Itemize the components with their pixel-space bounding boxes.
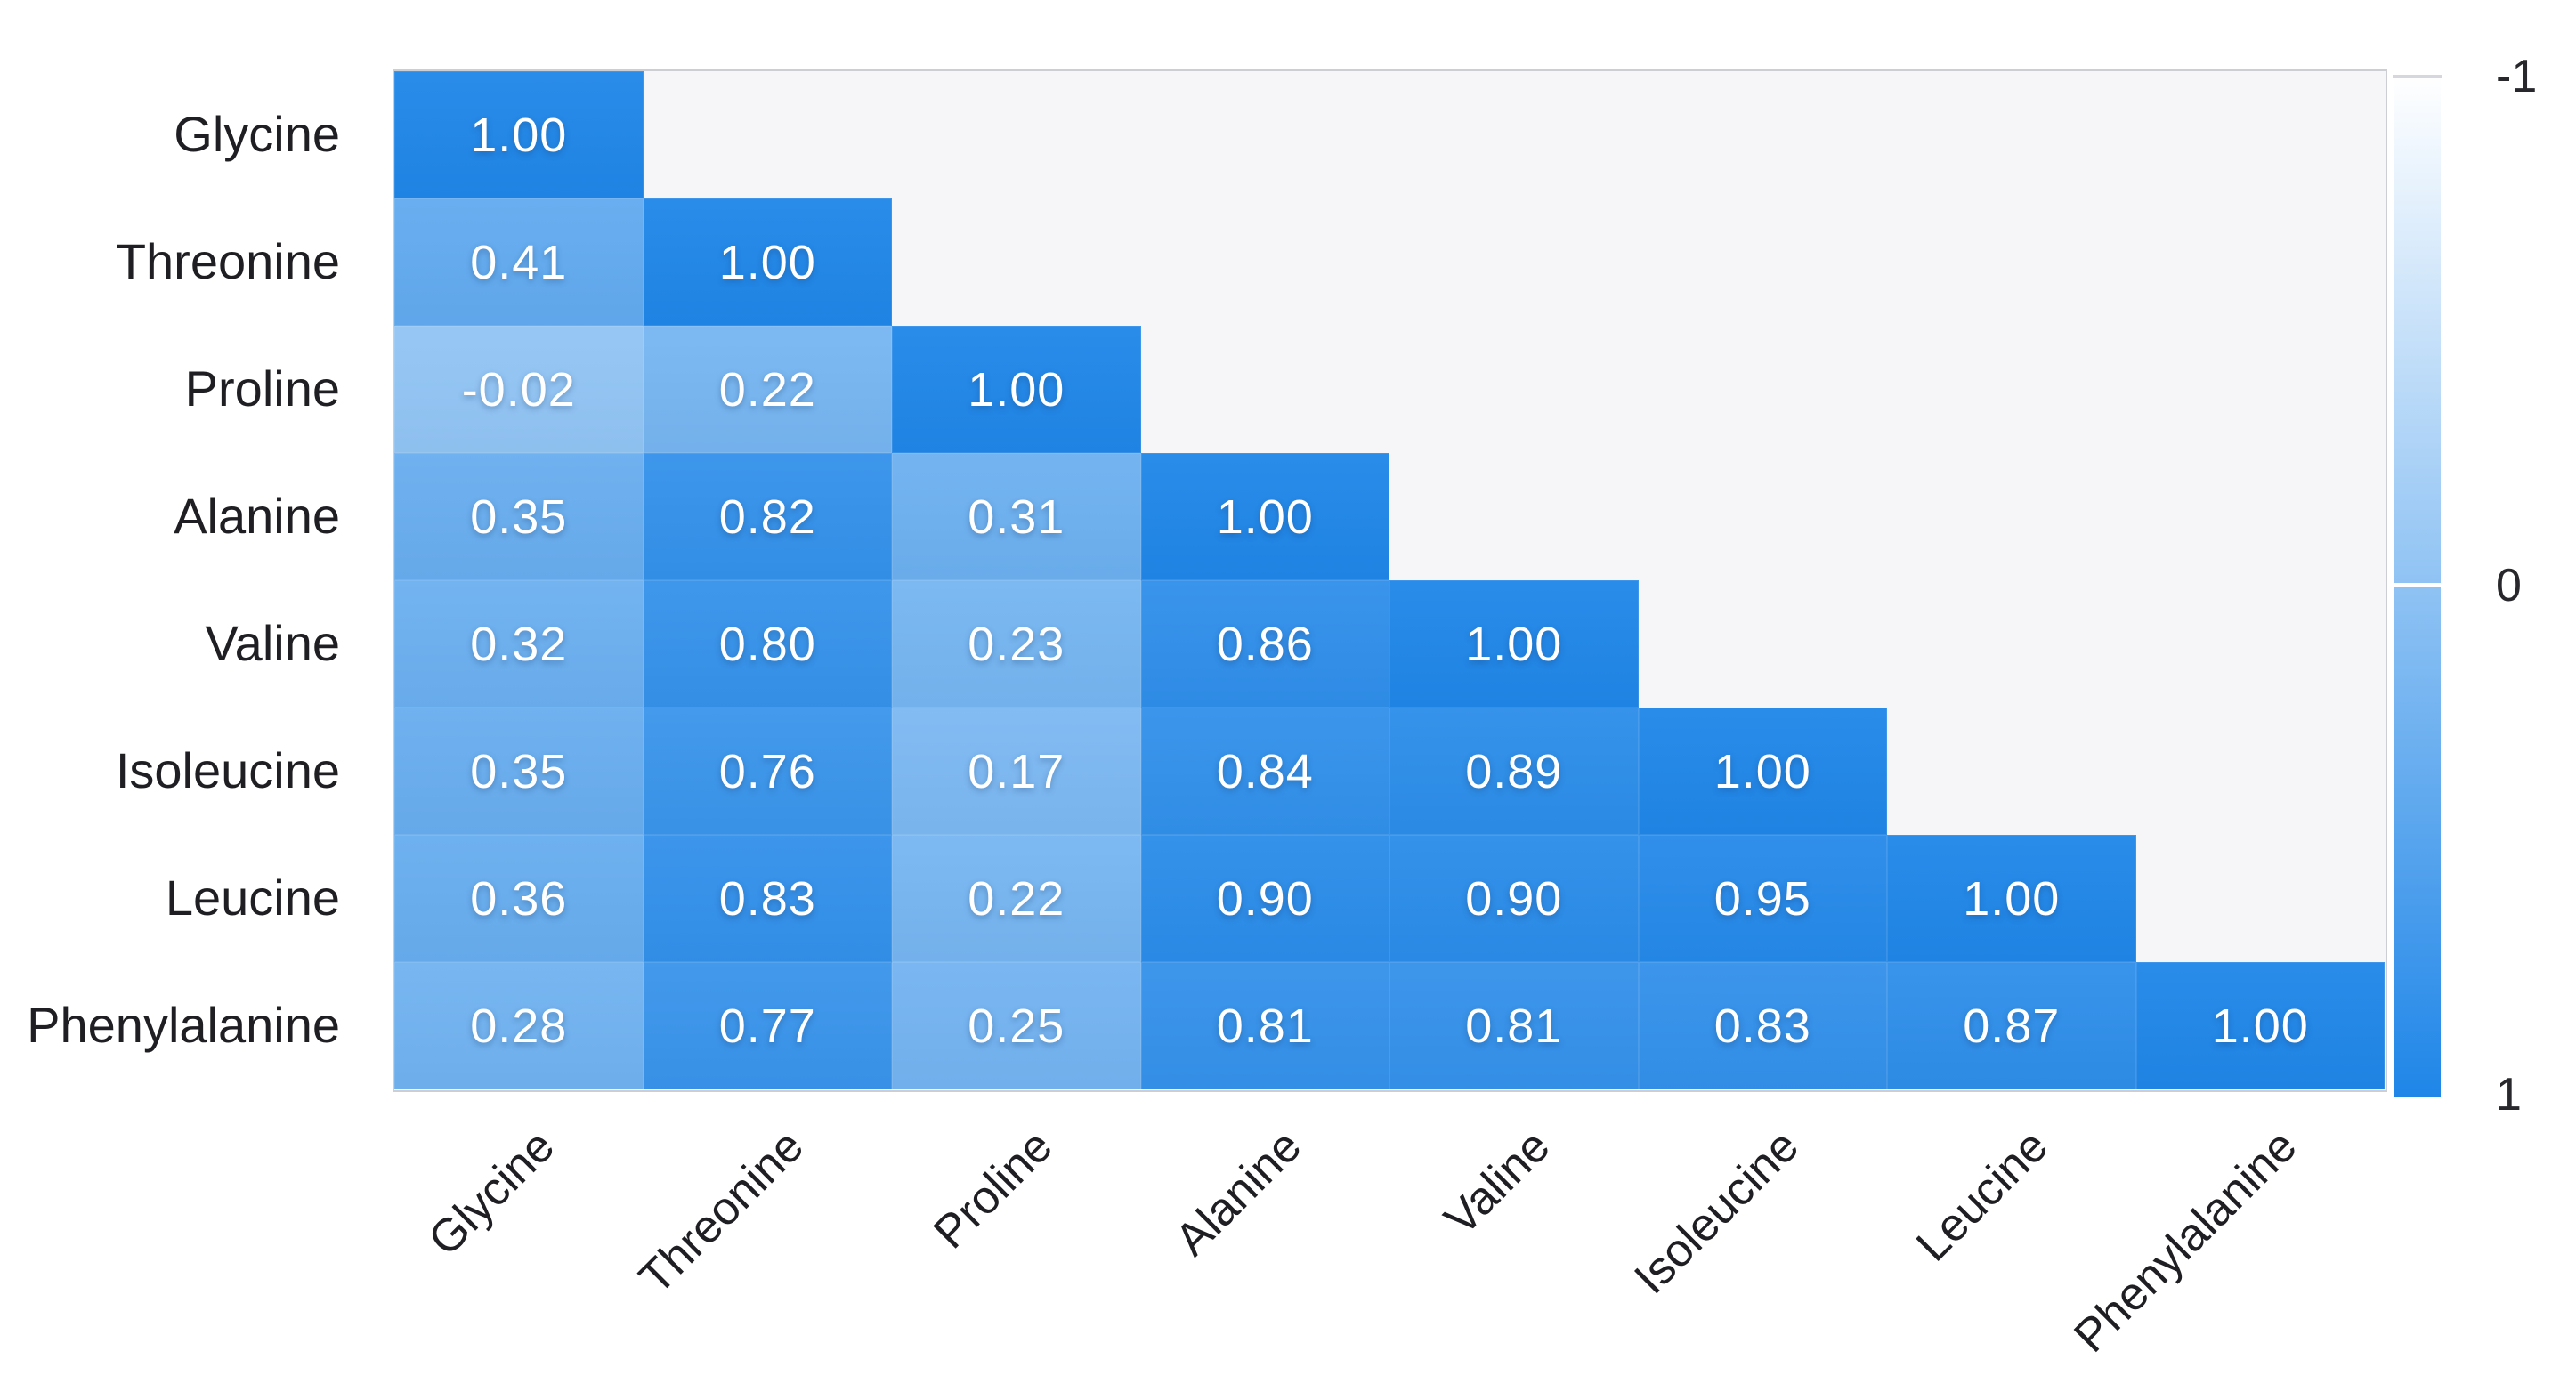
heatmap-cell[interactable]: 1.00 xyxy=(1887,835,2136,962)
heatmap-cell[interactable]: -0.02 xyxy=(394,326,644,453)
heatmap-cell[interactable]: 0.25 xyxy=(892,962,1141,1089)
heatmap-cell[interactable]: 1.00 xyxy=(394,71,644,198)
cell-value: 1.00 xyxy=(718,235,816,289)
cell-value: 0.89 xyxy=(1465,744,1563,798)
heatmap-cell[interactable]: 0.77 xyxy=(643,962,892,1089)
cell-value: 1.00 xyxy=(1963,871,2061,926)
cell-value: 0.90 xyxy=(1216,871,1314,926)
y-axis-label: Leucine xyxy=(165,869,340,926)
cell-value: 0.90 xyxy=(1465,871,1563,926)
y-axis-label: Valine xyxy=(205,614,340,671)
x-axis-label: Isoleucine xyxy=(1624,1120,1809,1305)
cell-value: 0.82 xyxy=(718,490,816,544)
heatmap-cell[interactable]: 0.86 xyxy=(1140,580,1389,708)
cell-value: 0.36 xyxy=(470,871,568,926)
heatmap-cell[interactable]: 0.32 xyxy=(394,580,644,708)
y-axis-label: Isoleucine xyxy=(115,741,340,798)
cell-value: 0.22 xyxy=(718,362,816,417)
cell-value: 0.23 xyxy=(968,617,1065,671)
cell-value: 0.76 xyxy=(718,744,816,798)
y-axis-label: Proline xyxy=(184,360,340,417)
colorbar-label-mid: 0 xyxy=(2496,560,2522,611)
cell-value: -0.02 xyxy=(461,362,576,417)
cell-value: 0.87 xyxy=(1963,999,2061,1053)
heatmap-plot-area: 1.00 0.41 1.00 -0.02 0.22 1.00 0.35 0.82 0.31 1.0… xyxy=(393,69,2387,1092)
cell-value: 0.77 xyxy=(718,999,816,1053)
heatmap-cell[interactable]: 0.36 xyxy=(394,835,644,962)
heatmap-cell[interactable]: 1.00 xyxy=(643,198,892,326)
x-axis-label: Glycine xyxy=(418,1120,565,1267)
y-axis-label: Glycine xyxy=(174,105,340,162)
heatmap-cell[interactable]: 0.83 xyxy=(643,835,892,962)
heatmap-cell[interactable]: 0.76 xyxy=(643,708,892,835)
colorbar-tick-zero xyxy=(2394,583,2441,587)
heatmap-cell[interactable]: 0.84 xyxy=(1140,708,1389,835)
heatmap-cell[interactable]: 0.17 xyxy=(892,708,1141,835)
cell-value: 0.35 xyxy=(470,744,568,798)
colorbar-label-max: 1 xyxy=(2496,1069,2522,1121)
cell-value: 1.00 xyxy=(968,362,1065,417)
heatmap-cell[interactable]: 0.95 xyxy=(1638,835,1887,962)
heatmap-cell[interactable]: 0.28 xyxy=(394,962,644,1089)
cell-value: 1.00 xyxy=(2211,999,2309,1053)
heatmap-cell[interactable]: 1.00 xyxy=(1638,708,1887,835)
cell-value: 0.83 xyxy=(1713,999,1811,1053)
colorbar xyxy=(2393,75,2442,1097)
x-axis-label: Valine xyxy=(1434,1120,1560,1246)
cell-value: 1.00 xyxy=(1465,617,1563,671)
cell-value: 0.41 xyxy=(470,235,568,289)
heatmap-cell[interactable]: 0.41 xyxy=(394,198,644,326)
x-axis-label: Leucine xyxy=(1906,1120,2058,1272)
cell-value: 0.86 xyxy=(1216,617,1314,671)
heatmap-cell[interactable]: 1.00 xyxy=(1389,580,1639,708)
heatmap-cell[interactable]: 0.23 xyxy=(892,580,1141,708)
heatmap-cell[interactable]: 0.35 xyxy=(394,708,644,835)
x-axis-label: Phenylalanine xyxy=(2063,1120,2306,1363)
heatmap-cell[interactable]: 1.00 xyxy=(2135,962,2385,1089)
cell-value: 0.35 xyxy=(470,490,568,544)
cell-value: 0.25 xyxy=(968,999,1065,1053)
cell-value: 0.81 xyxy=(1465,999,1563,1053)
heatmap-cell[interactable]: 1.00 xyxy=(892,326,1141,453)
x-axis-label: Alanine xyxy=(1165,1120,1311,1267)
heatmap-cell[interactable]: 0.90 xyxy=(1389,835,1639,962)
cell-value: 1.00 xyxy=(1713,744,1811,798)
colorbar-tick-minus-one xyxy=(2393,75,2442,78)
y-axis-label: Phenylalanine xyxy=(27,996,340,1053)
heatmap-cell[interactable]: 1.00 xyxy=(1140,453,1389,580)
heatmap-cell[interactable]: 0.81 xyxy=(1389,962,1639,1089)
cell-value: 0.84 xyxy=(1216,744,1314,798)
heatmap-cell[interactable]: 0.31 xyxy=(892,453,1141,580)
cell-value: 0.17 xyxy=(968,744,1065,798)
heatmap-cell[interactable]: 0.83 xyxy=(1638,962,1887,1089)
y-axis-label: Threonine xyxy=(115,232,340,289)
heatmap-cell[interactable]: 0.87 xyxy=(1887,962,2136,1089)
cell-value: 1.00 xyxy=(470,108,568,162)
heatmap-cell[interactable]: 0.22 xyxy=(643,326,892,453)
cell-value: 0.81 xyxy=(1216,999,1314,1053)
x-axis-label: Proline xyxy=(923,1120,1063,1259)
heatmap-cell[interactable]: 0.81 xyxy=(1140,962,1389,1089)
cell-value: 0.32 xyxy=(470,617,568,671)
cell-value: 0.22 xyxy=(968,871,1065,926)
heatmap-cell[interactable]: 0.80 xyxy=(643,580,892,708)
colorbar-label-min: -1 xyxy=(2496,51,2538,102)
cell-value: 0.83 xyxy=(718,871,816,926)
heatmap-cell[interactable]: 0.90 xyxy=(1140,835,1389,962)
cell-value: 1.00 xyxy=(1216,490,1314,544)
heatmap-cell[interactable]: 0.89 xyxy=(1389,708,1639,835)
heatmap-cell[interactable]: 0.35 xyxy=(394,453,644,580)
x-axis-label: Threonine xyxy=(629,1120,814,1305)
cell-value: 0.31 xyxy=(968,490,1065,544)
cell-value: 0.80 xyxy=(718,617,816,671)
heatmap-cell[interactable]: 0.82 xyxy=(643,453,892,580)
y-axis-label: Alanine xyxy=(174,487,340,544)
heatmap-cell[interactable]: 0.22 xyxy=(892,835,1141,962)
cell-value: 0.28 xyxy=(470,999,568,1053)
cell-value: 0.95 xyxy=(1713,871,1811,926)
